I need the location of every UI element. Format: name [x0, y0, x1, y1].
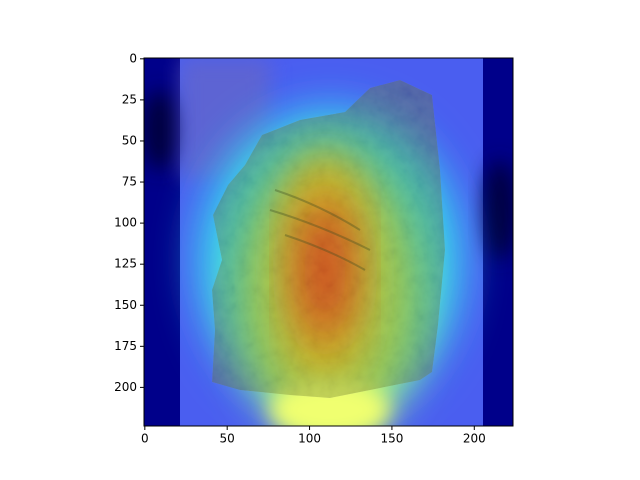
y-tick-label: 25 [122, 92, 137, 106]
x-tick-label: 0 [141, 432, 149, 446]
x-tick-label: 150 [380, 432, 403, 446]
axes-frame [143, 57, 514, 427]
y-tick-label: 150 [114, 298, 137, 312]
y-tick-label: 50 [122, 133, 137, 147]
y-tick-label: 100 [114, 216, 137, 230]
y-tick-label: 75 [122, 175, 137, 189]
x-tick-label: 100 [298, 432, 321, 446]
heatmap-image [144, 58, 513, 426]
x-tick-label: 50 [220, 432, 235, 446]
y-tick-label: 200 [114, 380, 137, 394]
y-tick-label: 0 [129, 51, 137, 65]
x-tick-label: 200 [463, 432, 486, 446]
y-tick-label: 175 [114, 339, 137, 353]
y-tick-label: 125 [114, 257, 137, 271]
